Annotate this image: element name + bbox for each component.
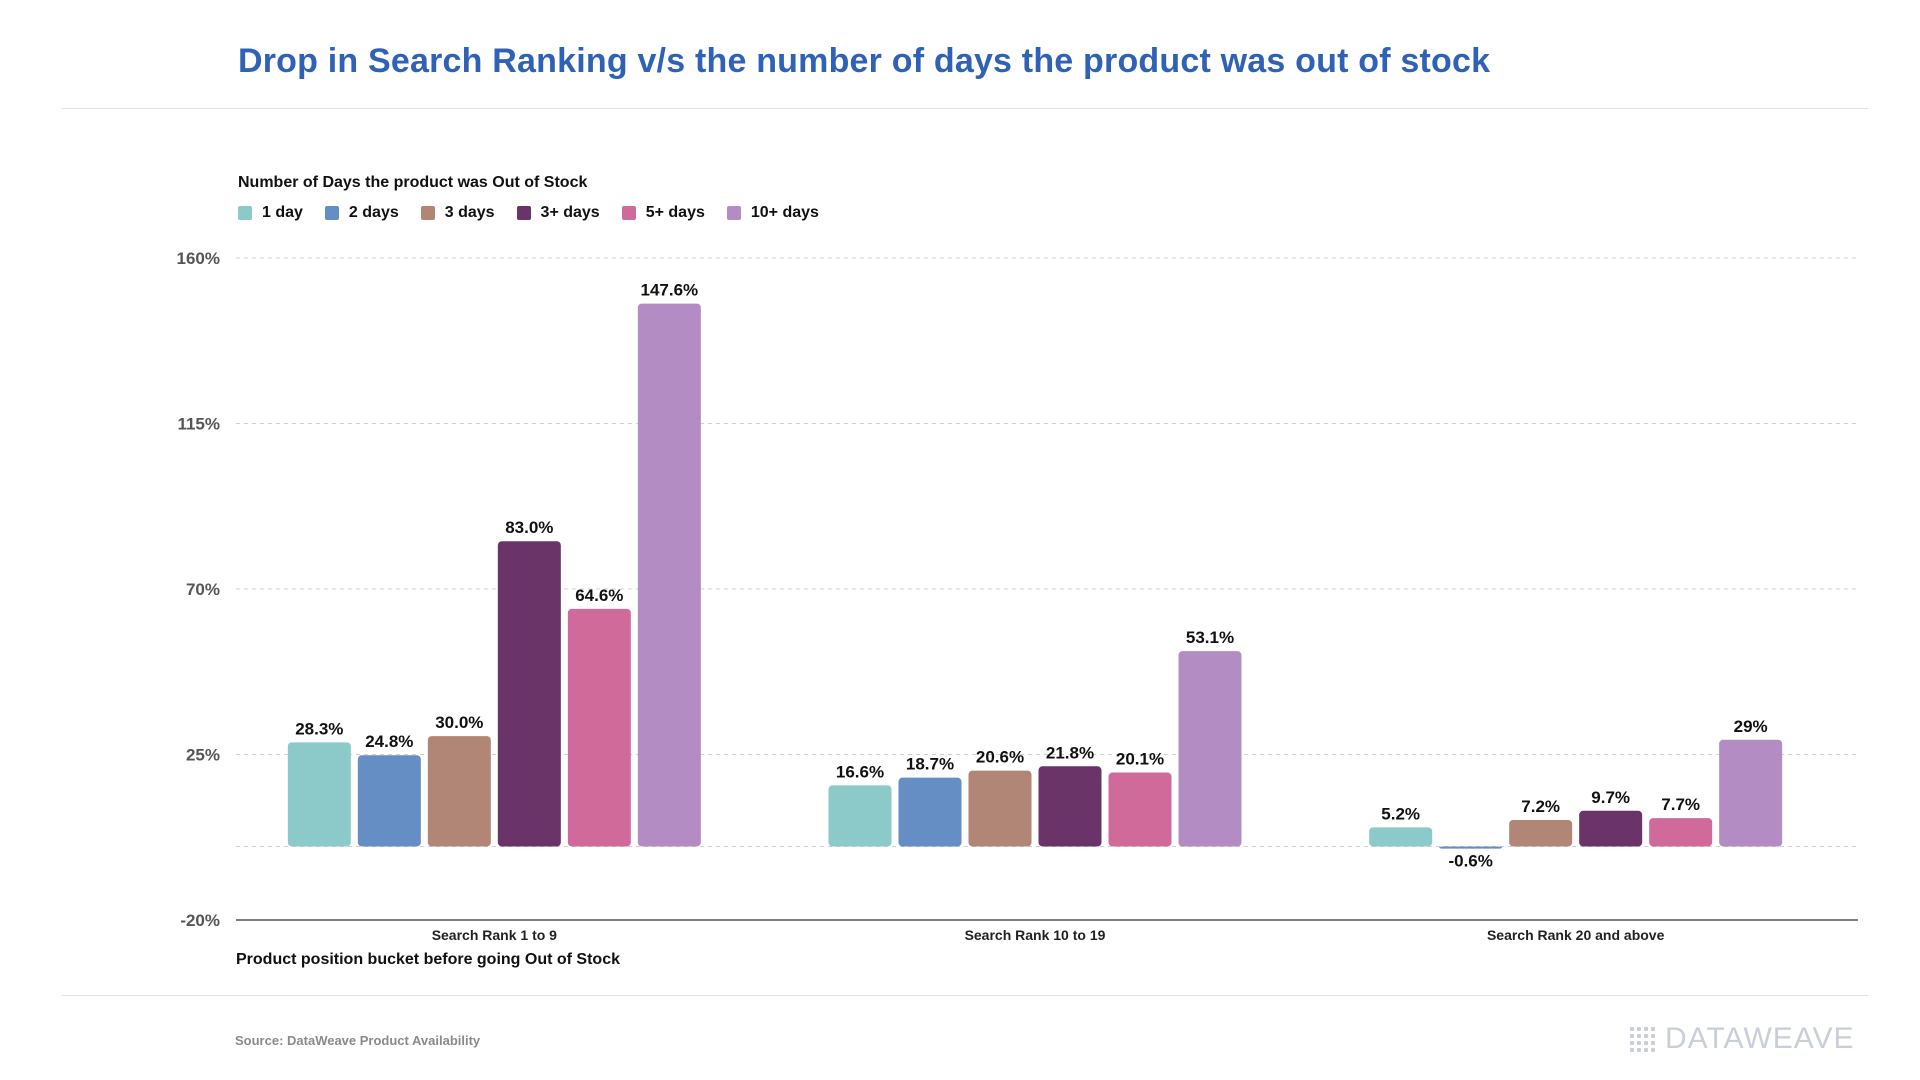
- data-label: 16.6%: [836, 762, 884, 781]
- bar: [898, 777, 962, 847]
- legend-item-2-days: 2 days: [324, 204, 399, 222]
- bar: [1178, 651, 1242, 847]
- legend-swatch: [324, 206, 339, 220]
- legend-swatch: [621, 206, 636, 220]
- data-label: 147.6%: [640, 281, 698, 300]
- bar: [357, 755, 421, 847]
- x-tick-label: Search Rank 1 to 9: [432, 927, 557, 943]
- y-tick-label: 25%: [186, 746, 220, 765]
- bottom-divider: [62, 995, 1868, 996]
- data-label: 28.3%: [295, 719, 343, 738]
- legend-item-1-day: 1 day: [238, 204, 303, 222]
- data-label: 18.7%: [906, 755, 954, 774]
- data-label: 64.6%: [575, 586, 623, 605]
- legend-label: 5+ days: [645, 204, 705, 221]
- legend: 1 day 2 days 3 days 3+ days 5+ days 10+ …: [238, 204, 819, 222]
- bar: [1579, 810, 1643, 847]
- legend-title: Number of Days the product was Out of St…: [238, 174, 588, 191]
- bar: [1649, 818, 1713, 847]
- legend-item-3plus-days: 3+ days: [516, 204, 600, 222]
- y-tick-label: 160%: [177, 249, 220, 268]
- bar: [1509, 819, 1573, 847]
- bar: [1038, 766, 1102, 847]
- data-label: -0.6%: [1448, 852, 1492, 871]
- y-tick-label: 115%: [177, 415, 220, 434]
- bar: [497, 541, 561, 847]
- legend-swatch: [238, 206, 252, 220]
- bar: [637, 303, 701, 847]
- data-label: 7.2%: [1521, 797, 1560, 816]
- data-label: 21.8%: [1046, 743, 1094, 762]
- bar: [427, 736, 491, 847]
- legend-item-3-days: 3 days: [420, 204, 495, 222]
- data-label: 20.1%: [1116, 750, 1164, 769]
- source-note: Source: DataWeave Product Availability: [235, 1033, 481, 1048]
- data-label: 7.7%: [1661, 795, 1700, 814]
- bar: [828, 785, 892, 847]
- legend-item-10plus-days: 10+ days: [726, 204, 819, 222]
- data-label: 5.2%: [1381, 804, 1420, 823]
- x-tick-label: Search Rank 20 and above: [1487, 927, 1665, 943]
- bar: [1719, 739, 1783, 847]
- bar: [1439, 846, 1503, 849]
- data-label: 30.0%: [435, 713, 483, 732]
- y-tick-label: 70%: [186, 580, 220, 599]
- legend-label: 3 days: [444, 204, 495, 221]
- x-tick-label: Search Rank 10 to 19: [965, 927, 1106, 943]
- legend-swatch: [420, 206, 435, 220]
- bar: [1369, 827, 1433, 847]
- legend-label: 1 day: [262, 204, 303, 221]
- bar: [287, 742, 351, 847]
- y-tick-label: -20%: [180, 911, 220, 930]
- legend-label: 2 days: [348, 204, 399, 221]
- dataweave-logo: DATAWEAVE: [1630, 1022, 1855, 1056]
- data-label: 20.6%: [976, 748, 1024, 767]
- legend-swatch: [516, 206, 531, 220]
- bar: [968, 770, 1032, 847]
- data-label: 53.1%: [1186, 628, 1234, 647]
- logo-mark-icon: [1630, 1026, 1655, 1052]
- data-label: 24.8%: [365, 732, 413, 751]
- bar: [567, 608, 631, 847]
- chart-title: Drop in Search Ranking v/s the number of…: [238, 42, 1491, 80]
- legend-swatch: [726, 206, 741, 220]
- bar-chart: -20% 25% 70% 115% 160% 28.3% 24.8% 30.0% 83.0% 64…: [177, 249, 1858, 968]
- legend-label: 10+ days: [750, 204, 819, 221]
- legend-label: 3+ days: [540, 204, 600, 221]
- bar: [1108, 772, 1172, 847]
- x-axis-title: Product position bucket before going Out…: [236, 951, 620, 968]
- logo-text: DATAWEAVE: [1665, 1022, 1855, 1055]
- data-label: 9.7%: [1591, 788, 1630, 807]
- top-divider: [62, 108, 1868, 109]
- data-label: 83.0%: [505, 518, 553, 537]
- data-label: 29%: [1734, 717, 1768, 736]
- legend-item-5plus-days: 5+ days: [621, 204, 705, 222]
